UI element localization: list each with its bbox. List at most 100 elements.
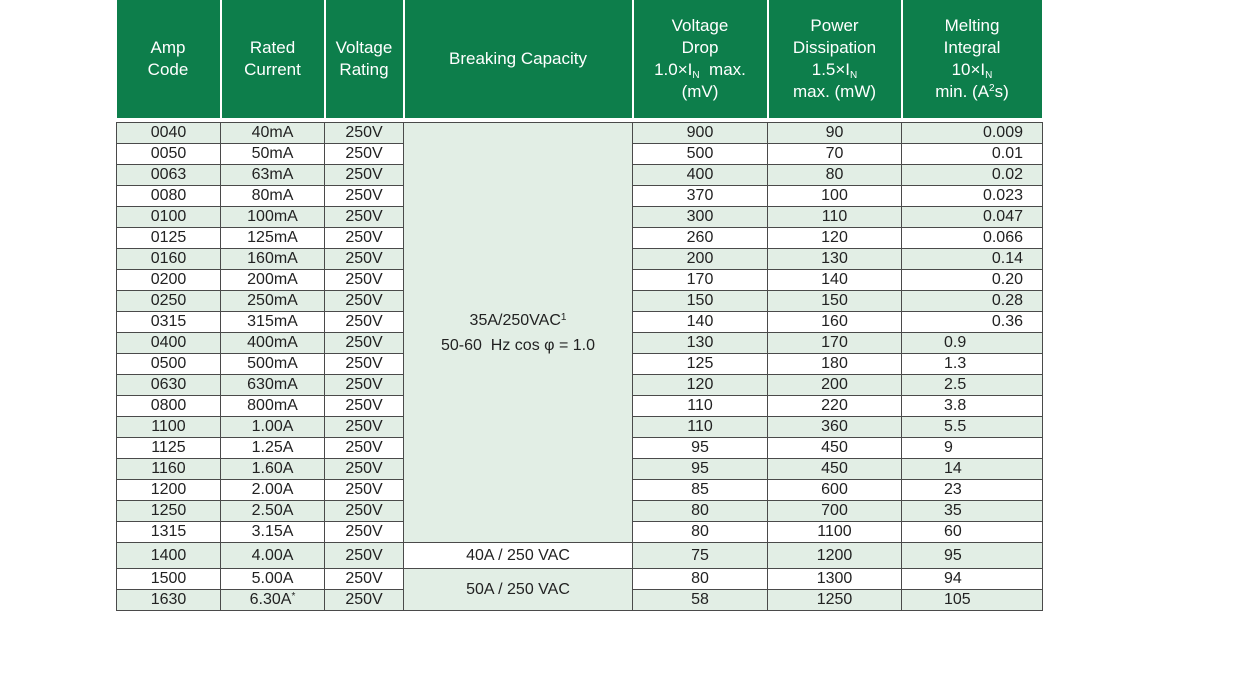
- table-row: 0400 400mA 250V 130 170 0.9: [116, 332, 1043, 354]
- amp-code-cell: 1500: [116, 568, 221, 590]
- voltage-rating-cell: 250V: [324, 248, 404, 270]
- voltage-drop-cell: 370: [632, 185, 768, 207]
- amp-code-cell: 0100: [116, 206, 221, 228]
- melting-integral-cell: 0.009: [901, 122, 1043, 144]
- melting-integral-cell: 9: [901, 437, 1043, 459]
- melting-integral-cell: 0.047: [901, 206, 1043, 228]
- melting-integral-cell: 0.9: [901, 332, 1043, 354]
- melting-integral-cell: 14: [901, 458, 1043, 480]
- melting-integral-cell: 105: [901, 589, 1043, 611]
- rated-current-cell: 1.00A: [220, 416, 325, 438]
- power-dissipation-cell: 70: [767, 143, 902, 165]
- voltage-rating-cell: 250V: [324, 353, 404, 375]
- power-dissipation-cell: 700: [767, 500, 902, 522]
- rated-current-cell: 125mA: [220, 227, 325, 249]
- melting-integral-cell: 0.20: [901, 269, 1043, 291]
- table-row: 0500 500mA 250V 125 180 1.3: [116, 353, 1043, 375]
- rated-current-cell: 80mA: [220, 185, 325, 207]
- table-row: 0050 50mA 250V 500 70 0.01: [116, 143, 1043, 165]
- amp-code-cell: 0315: [116, 311, 221, 333]
- amp-code-cell: 0200: [116, 269, 221, 291]
- power-dissipation-cell: 140: [767, 269, 902, 291]
- voltage-rating-cell: 250V: [324, 542, 404, 569]
- rated-current-footnote-mark: *: [291, 591, 296, 602]
- amp-code-cell: 1315: [116, 521, 221, 543]
- melting-integral-cell: 60: [901, 521, 1043, 543]
- power-dissipation-cell: 100: [767, 185, 902, 207]
- table-row: 1315 3.15A 250V 80 1100 60: [116, 521, 1043, 543]
- table-row: 0800 800mA 250V 110 220 3.8: [116, 395, 1043, 417]
- amp-code-cell: 0500: [116, 353, 221, 375]
- melting-integral-cell: 0.28: [901, 290, 1043, 312]
- power-dissipation-cell: 110: [767, 206, 902, 228]
- table-row: 1630 6.30A* 250V 58 1250 105: [116, 589, 1043, 611]
- voltage-drop-cell: 110: [632, 416, 768, 438]
- voltage-rating-cell: 250V: [324, 437, 404, 459]
- voltage-rating-cell: 250V: [324, 500, 404, 522]
- rated-current-cell: 160mA: [220, 248, 325, 270]
- voltage-drop-cell: 170: [632, 269, 768, 291]
- rated-current-cell: 100mA: [220, 206, 325, 228]
- amp-code-cell: 1250: [116, 500, 221, 522]
- voltage-rating-cell: 250V: [324, 416, 404, 438]
- amp-code-cell: 1400: [116, 542, 221, 569]
- voltage-drop-cell: 125: [632, 353, 768, 375]
- voltage-drop-cell: 80: [632, 521, 768, 543]
- amp-code-cell: 0040: [116, 122, 221, 144]
- voltage-rating-cell: 250V: [324, 521, 404, 543]
- voltage-rating-cell: 250V: [324, 332, 404, 354]
- rated-current-cell: 50mA: [220, 143, 325, 165]
- header-power-dissipation: Power Dissipation 1.5×IN max. (mW): [766, 0, 903, 118]
- melting-integral-cell: 0.066: [901, 227, 1043, 249]
- rated-current-cell: 1.25A: [220, 437, 325, 459]
- table-row: 0080 80mA 250V 370 100 0.023: [116, 185, 1043, 207]
- voltage-drop-cell: 200: [632, 248, 768, 270]
- amp-code-cell: 0800: [116, 395, 221, 417]
- voltage-rating-cell: 250V: [324, 269, 404, 291]
- power-dissipation-cell: 90: [767, 122, 902, 144]
- breaking-capacity-condition: 50-60 Hz cos φ = 1.0: [440, 336, 595, 354]
- rated-current-cell: 200mA: [220, 269, 325, 291]
- voltage-drop-cell: 58: [632, 589, 768, 611]
- rated-current-cell: 63mA: [220, 164, 325, 186]
- amp-code-cell: 1630: [116, 589, 221, 611]
- voltage-drop-cell: 95: [632, 458, 768, 480]
- rated-current-cell: 2.00A: [220, 479, 325, 501]
- melting-integral-cell: 23: [901, 479, 1043, 501]
- power-dissipation-cell: 80: [767, 164, 902, 186]
- voltage-drop-cell: 260: [632, 227, 768, 249]
- header-melting-integral: Melting Integral 10×IN min. (A2s): [900, 0, 1044, 118]
- voltage-drop-cell: 85: [632, 479, 768, 501]
- header-rated-current: Rated Current: [219, 0, 326, 118]
- table-row: 0040 40mA 250V 35A/250VAC1 50-60 Hz cos φ = …: [116, 122, 1043, 543]
- power-dissipation-cell: 1200: [767, 542, 902, 569]
- amp-code-cell: 1200: [116, 479, 221, 501]
- header-breaking-capacity: Breaking Capacity: [402, 0, 634, 118]
- breaking-capacity-cell: 35A/250VAC1 50-60 Hz cos φ = 1.0: [403, 122, 633, 543]
- table-row: 0200 200mA 250V 170 140 0.20: [116, 269, 1043, 291]
- breaking-capacity-cell: 40A / 250 VAC: [403, 542, 633, 569]
- power-dissipation-cell: 200: [767, 374, 902, 396]
- melting-integral-cell: 0.02: [901, 164, 1043, 186]
- voltage-rating-cell: 250V: [324, 290, 404, 312]
- voltage-drop-cell: 110: [632, 395, 768, 417]
- amp-code-cell: 0250: [116, 290, 221, 312]
- voltage-rating-cell: 250V: [324, 185, 404, 207]
- melting-integral-cell: 2.5: [901, 374, 1043, 396]
- rated-current-cell: 3.15A: [220, 521, 325, 543]
- melting-integral-cell: 0.01: [901, 143, 1043, 165]
- power-dissipation-cell: 150: [767, 290, 902, 312]
- melting-integral-cell: 0.36: [901, 311, 1043, 333]
- voltage-rating-cell: 250V: [324, 164, 404, 186]
- power-dissipation-cell: 130: [767, 248, 902, 270]
- table-row: 0160 160mA 250V 200 130 0.14: [116, 248, 1043, 270]
- table-row: 0630 630mA 250V 120 200 2.5: [116, 374, 1043, 396]
- voltage-rating-cell: 250V: [324, 206, 404, 228]
- fuse-spec-table: Amp Code Rated Current Voltage Rating Br…: [116, 0, 1044, 611]
- table-header: Amp Code Rated Current Voltage Rating Br…: [116, 0, 1044, 123]
- melting-integral-cell: 3.8: [901, 395, 1043, 417]
- rated-current-cell: 2.50A: [220, 500, 325, 522]
- power-dissipation-cell: 1300: [767, 568, 902, 590]
- amp-code-cell: 0160: [116, 248, 221, 270]
- voltage-rating-cell: 250V: [324, 143, 404, 165]
